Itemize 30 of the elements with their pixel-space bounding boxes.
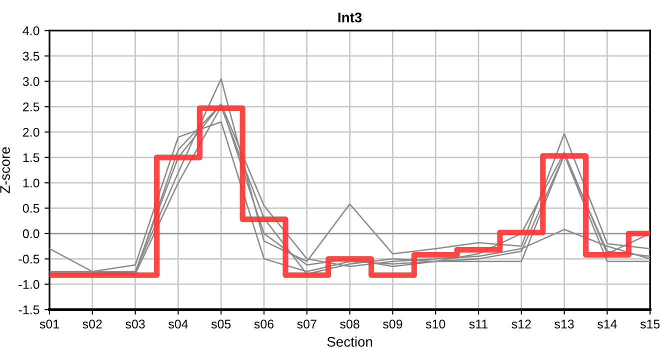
- y-tick-label: 1.0: [23, 178, 40, 188]
- chart-title: Int3: [338, 12, 362, 22]
- y-tick-label: 2.0: [23, 128, 40, 137]
- x-tick-label: s15: [640, 320, 660, 329]
- y-tick-label: 0.5: [22, 204, 40, 213]
- x-tick-label: s08: [340, 320, 360, 329]
- x-tick-label: s02: [82, 320, 102, 329]
- x-tick-label: s14: [597, 320, 617, 329]
- y-tick-label: 4.0: [22, 26, 40, 36]
- x-tick-label: s12: [512, 320, 531, 329]
- x-tick-label: s05: [211, 320, 231, 329]
- y-tick-label: -1.5: [18, 306, 40, 314]
- y-tick-label: -1.0: [18, 280, 40, 289]
- x-tick-label: s01: [40, 320, 59, 329]
- x-tick-label: s10: [426, 320, 446, 329]
- x-tick-label: s11: [469, 320, 488, 329]
- y-tick-label: 2.5: [23, 102, 40, 112]
- y-tick-label: -0.5: [18, 254, 40, 264]
- y-tick-label: 0.0: [22, 229, 40, 238]
- y-axis-title: Z-score: [0, 147, 10, 194]
- x-tick-label: s04: [168, 320, 188, 329]
- x-tick-label: s13: [554, 320, 574, 329]
- x-tick-label: s07: [297, 320, 316, 329]
- y-tick-label: 1.5: [23, 153, 40, 162]
- x-tick-label: s06: [254, 320, 274, 329]
- x-axis-title: Section: [327, 336, 372, 347]
- y-tick-label: 3.0: [22, 77, 40, 86]
- y-tick-label: 3.5: [22, 52, 40, 61]
- x-tick-label: s03: [126, 320, 145, 329]
- x-tick-label: s09: [382, 320, 402, 329]
